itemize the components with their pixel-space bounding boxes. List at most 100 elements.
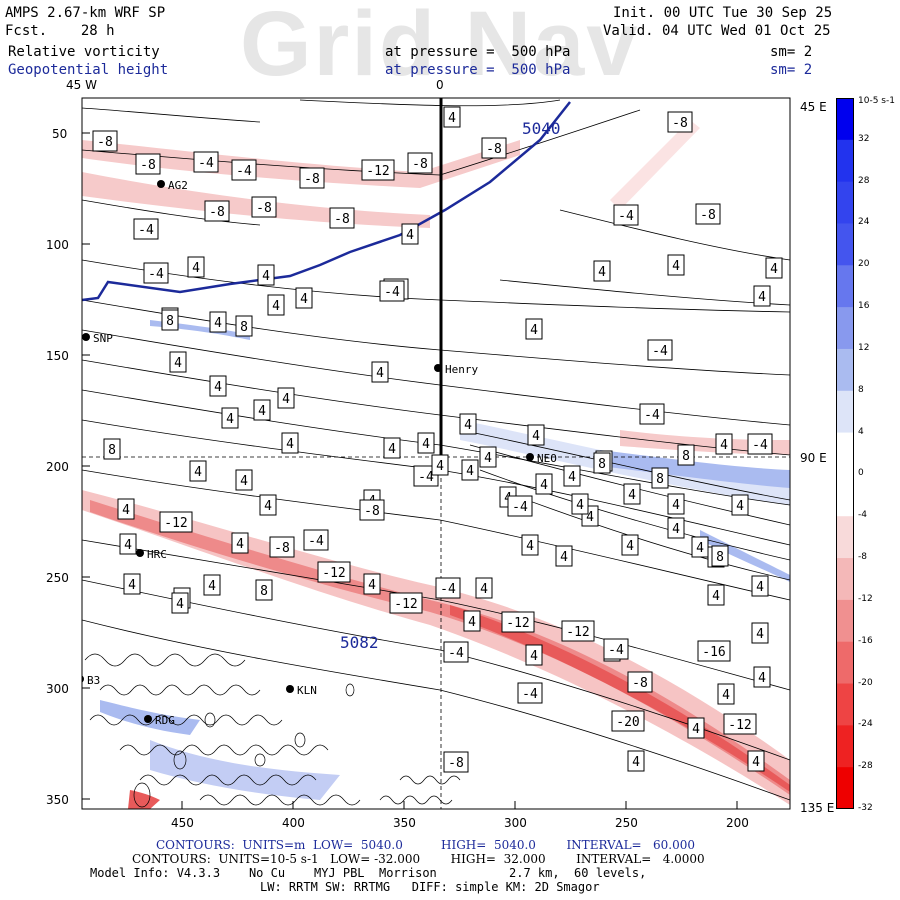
contour-label: 4 <box>169 351 187 373</box>
colorbar-label: -8 <box>858 552 867 563</box>
lon-label-90e: 90 E <box>800 451 827 465</box>
svg-text:8: 8 <box>240 320 248 335</box>
colorbar-label: 12 <box>858 342 870 353</box>
contour-label: 4 <box>281 432 299 454</box>
svg-text:AG2: AG2 <box>168 179 188 192</box>
contour-label: 4 <box>753 285 771 307</box>
svg-text:-8: -8 <box>486 142 502 157</box>
svg-text:4: 4 <box>240 474 248 489</box>
station-marker: SNP <box>82 332 113 345</box>
svg-text:4: 4 <box>712 589 720 604</box>
contour-label: 4 <box>751 622 769 644</box>
colorbar-segment <box>836 307 854 350</box>
contour-label: 4 <box>621 534 639 556</box>
contour-label: 4 <box>525 318 543 340</box>
svg-text:-8: -8 <box>97 135 113 150</box>
colorbar-segment <box>836 683 854 726</box>
svg-text:4: 4 <box>214 316 222 331</box>
contour-label: 4 <box>383 437 401 459</box>
contour-label: -12 <box>501 611 535 633</box>
colorbar-segment <box>836 474 854 517</box>
contour-label: 4 <box>627 750 645 772</box>
colorbar-segment <box>836 181 854 224</box>
svg-text:4: 4 <box>176 597 184 612</box>
footer-model-info: Model Info: V4.3.3 No Cu MYJ PBL Morriso… <box>90 866 647 880</box>
svg-text:Henry: Henry <box>445 363 478 376</box>
contour-label: 8 <box>651 467 669 489</box>
contour-label: -16 <box>697 640 731 662</box>
svg-text:-4: -4 <box>608 643 624 658</box>
contour-label: 4 <box>209 311 227 333</box>
svg-text:4: 4 <box>758 671 766 686</box>
contour-label: 4 <box>277 387 295 409</box>
svg-text:HRC: HRC <box>147 548 167 561</box>
x-tick-label: 450 <box>171 816 194 830</box>
contour-label: 4 <box>521 534 539 556</box>
colorbar-label: 8 <box>858 384 864 395</box>
svg-text:4: 4 <box>770 262 778 277</box>
svg-text:4: 4 <box>466 464 474 479</box>
colorbar-label: -32 <box>858 803 873 813</box>
colorbar-segment <box>836 348 854 392</box>
pressure-level-height: at pressure = 500 hPa <box>385 62 571 78</box>
contour-label: 4 <box>667 493 685 515</box>
colorbar-label: -20 <box>858 677 873 688</box>
contour-label: -8 <box>667 111 693 133</box>
contour-label: 4 <box>731 494 749 516</box>
contour-label: 8 <box>103 438 121 460</box>
svg-text:4: 4 <box>632 755 640 770</box>
contour-label: -4 <box>133 218 159 240</box>
svg-text:-4: -4 <box>440 582 456 597</box>
svg-text:4: 4 <box>300 292 308 307</box>
svg-text:-8: -8 <box>700 208 716 223</box>
svg-text:-4: -4 <box>418 470 434 485</box>
field-name-height: Geopotential height <box>8 62 169 78</box>
contour-label: -8 <box>299 167 325 189</box>
contour-label: 8 <box>711 545 729 567</box>
contour-label: 4 <box>747 750 765 772</box>
svg-text:8: 8 <box>716 550 724 565</box>
contour-label: 4 <box>189 460 207 482</box>
svg-text:RDG: RDG <box>155 714 175 727</box>
svg-text:SNP: SNP <box>93 332 113 345</box>
svg-text:-4: -4 <box>308 534 324 549</box>
contour-label: -12 <box>723 713 757 735</box>
contour-label: -4 <box>639 403 665 425</box>
contour-label: 4 <box>535 473 553 495</box>
model-title: AMPS 2.67-km WRF SP <box>5 5 166 21</box>
contour-label: -4 <box>303 529 329 551</box>
svg-text:4: 4 <box>192 261 200 276</box>
contour-label: 4 <box>571 493 589 515</box>
svg-text:4: 4 <box>226 412 234 427</box>
colorbar-segment <box>836 558 854 601</box>
contour-label: 4 <box>593 260 611 282</box>
colorbar-segment <box>836 432 854 475</box>
colorbar-label: -24 <box>858 719 873 730</box>
contour-label: 8 <box>161 309 179 331</box>
colorbar-label: 4 <box>858 426 864 437</box>
contour-label: -8 <box>135 153 161 175</box>
station-marker: NEO <box>526 452 557 465</box>
svg-text:4: 4 <box>568 470 576 485</box>
svg-text:4: 4 <box>758 290 766 305</box>
station-marker: HRC <box>136 548 167 561</box>
forecast-hour: Fcst. 28 h <box>5 23 115 39</box>
svg-text:4: 4 <box>672 522 680 537</box>
contour-label: 4 <box>527 424 545 446</box>
svg-text:4: 4 <box>484 451 492 466</box>
svg-text:-4: -4 <box>522 687 538 702</box>
svg-text:4: 4 <box>282 392 290 407</box>
colorbar-units: 10-5 s-1 <box>858 96 895 106</box>
contour-label: -8 <box>359 499 385 521</box>
contour-label: 4 <box>715 433 733 455</box>
svg-text:-4: -4 <box>644 408 660 423</box>
colorbar-segment <box>836 516 854 559</box>
contour-label: -4 <box>379 280 405 302</box>
contour-label: 4 <box>443 106 461 128</box>
contour-label: 8 <box>677 444 695 466</box>
colorbar-segment <box>836 641 854 685</box>
contour-label: 4 <box>171 592 189 614</box>
contour-label: 4 <box>525 644 543 666</box>
svg-text:4: 4 <box>174 356 182 371</box>
svg-text:4: 4 <box>194 465 202 480</box>
